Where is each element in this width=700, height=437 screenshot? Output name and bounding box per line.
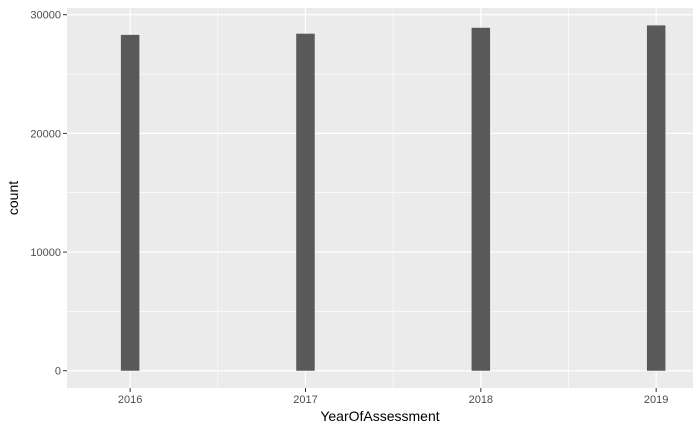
y-tick-label: 10000 [30, 247, 61, 259]
y-tick-label: 0 [55, 366, 61, 378]
bars [120, 25, 666, 371]
y-tick-label: 30000 [30, 10, 61, 22]
x-tick-label: 2017 [293, 394, 317, 406]
minor-gridlines [67, 8, 693, 388]
x-tick-label: 2019 [644, 394, 668, 406]
bar-2018 [471, 27, 491, 371]
bar-2017 [296, 33, 315, 371]
x-axis: 2016 2017 2018 2019 [118, 388, 668, 406]
bar-2019 [646, 25, 666, 371]
bar-2016 [120, 34, 140, 371]
y-axis: 0 10000 20000 30000 [30, 10, 67, 378]
x-tick-label: 2016 [118, 394, 142, 406]
plot-panel [67, 8, 693, 388]
y-tick-label: 20000 [30, 128, 61, 140]
y-axis-title: count [5, 181, 21, 215]
x-tick-label: 2018 [469, 394, 493, 406]
x-axis-title: YearOfAssessment [320, 408, 439, 424]
